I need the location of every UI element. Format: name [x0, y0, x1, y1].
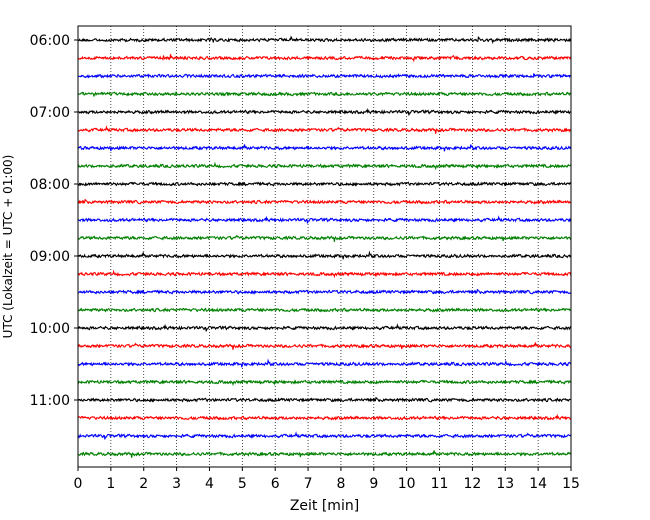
y-tick-label: 07:00	[30, 105, 70, 121]
trace-line	[77, 307, 572, 313]
x-tick-label: 2	[139, 476, 148, 492]
y-tick-label: 11:00	[30, 393, 70, 409]
trace-line	[77, 358, 572, 368]
trace-line	[77, 250, 572, 260]
plot-frame	[77, 25, 572, 468]
trace-line	[77, 73, 572, 79]
trace-line	[77, 91, 572, 97]
trace-line	[77, 161, 572, 171]
trace-line	[77, 198, 572, 205]
trace-line	[77, 35, 572, 45]
x-tick-label: 0	[74, 476, 83, 492]
trace-line	[77, 215, 572, 224]
x-tick-label: 14	[529, 476, 547, 492]
trace-line	[77, 450, 572, 458]
x-tick-label: 6	[271, 476, 280, 492]
x-tick-label: 9	[369, 476, 378, 492]
trace-line	[77, 144, 572, 152]
y-tick-label: 10:00	[30, 321, 70, 337]
trace-line	[77, 342, 572, 350]
trace-line	[77, 288, 572, 295]
trace-line	[77, 125, 572, 134]
y-tick-label: 06:00	[30, 33, 70, 49]
trace-line	[77, 323, 572, 332]
x-tick-label: 1	[106, 476, 115, 492]
trace-line	[77, 396, 572, 403]
x-tick-label: 4	[205, 476, 214, 492]
trace-line	[77, 234, 572, 242]
y-tick-label: 08:00	[30, 177, 70, 193]
trace-line	[77, 379, 572, 387]
trace-line	[77, 431, 572, 440]
y-axis-ticks: 06:00 07:00 08:00 09:00 10:00 11:00	[30, 33, 78, 409]
x-tick-label: 7	[304, 476, 313, 492]
x-axis-ticks: 0 1 2 3 4 5 6 7 8 9 10 11 12 13 14 15	[74, 467, 580, 492]
x-tick-label: 5	[238, 476, 247, 492]
trace-line	[77, 413, 572, 421]
x-tick-label: 8	[336, 476, 345, 492]
trace-line	[77, 269, 572, 279]
x-tick-label: 3	[172, 476, 181, 492]
x-tick-label: 15	[562, 476, 580, 492]
x-tick-label: 13	[496, 476, 514, 492]
axes-layer	[77, 25, 572, 468]
trace-line	[77, 107, 572, 116]
trace-layer	[77, 35, 572, 458]
x-tick-label: 11	[431, 476, 449, 492]
trace-line	[77, 54, 572, 63]
y-tick-label: 09:00	[30, 249, 70, 265]
x-tick-label: 10	[398, 476, 416, 492]
x-tick-label: 12	[463, 476, 481, 492]
x-axis-label: Zeit [min]	[290, 498, 359, 514]
trace-line	[77, 181, 572, 187]
y-axis-label: UTC (Lokalzeit = UTC + 01:00)	[1, 155, 15, 339]
